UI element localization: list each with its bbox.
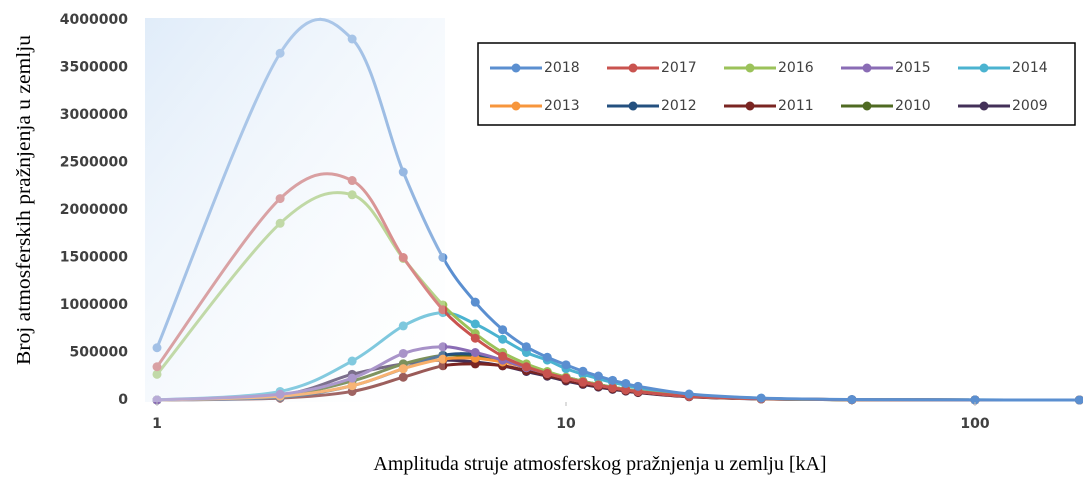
y-tick-label: 500000 <box>70 345 129 361</box>
highlight <box>145 18 445 402</box>
y-tick-label: 1500000 <box>60 250 128 266</box>
point <box>561 360 571 370</box>
point <box>1074 395 1083 405</box>
x-tick-label: 10 <box>556 416 576 432</box>
point <box>608 383 618 393</box>
legend-marker <box>745 63 755 73</box>
point <box>498 351 508 361</box>
point <box>970 395 980 405</box>
legend-items: 2018 2017 2016 2015 2014 2013 2012 2011 2010 2009 <box>490 60 1048 114</box>
point <box>542 352 552 362</box>
x-tick-label: 100 <box>960 416 989 432</box>
point <box>684 389 694 399</box>
y-axis-label: Broj atmosferskih pražnjenja u zemlju <box>13 35 35 365</box>
point <box>621 378 631 388</box>
legend-marker <box>745 101 755 111</box>
y-tick-label: 3500000 <box>60 60 128 76</box>
point <box>521 342 531 352</box>
x-tick-label: 1 <box>152 416 162 432</box>
legend-marker <box>511 101 521 111</box>
legend-marker <box>628 101 638 111</box>
legend-label: 2016 <box>778 60 814 76</box>
legend-label: 2012 <box>661 98 697 114</box>
point <box>593 380 603 390</box>
x-axis-label: Amplituda struje atmosferskog pražnjenja… <box>373 453 826 475</box>
point <box>521 362 531 372</box>
point <box>470 348 480 357</box>
y-tick-label: 4000000 <box>60 12 128 28</box>
y-tick-label: 2500000 <box>60 155 128 171</box>
point <box>593 371 603 381</box>
legend-marker <box>628 63 638 73</box>
legend-label: 2009 <box>1012 98 1048 114</box>
point <box>578 377 588 387</box>
point <box>756 393 766 403</box>
legend-label: 2013 <box>544 98 580 114</box>
point <box>578 366 588 376</box>
point <box>621 385 631 395</box>
y-tick-label: 3000000 <box>60 107 128 123</box>
legend-marker <box>979 63 989 73</box>
y-tick-label: 1000000 <box>60 297 128 313</box>
legend <box>477 42 1076 126</box>
legend-marker <box>511 63 521 73</box>
legend-label: 2014 <box>1012 60 1048 76</box>
point <box>498 334 508 344</box>
legend-label: 2011 <box>778 98 814 114</box>
point <box>470 333 480 343</box>
point <box>633 381 643 391</box>
legend-label: 2018 <box>544 60 580 76</box>
legend-label: 2017 <box>661 60 697 76</box>
point <box>847 395 857 405</box>
point <box>498 325 508 335</box>
y-tick-label: 0 <box>118 392 128 408</box>
point <box>608 375 618 385</box>
point <box>470 319 480 329</box>
point <box>470 297 480 307</box>
point <box>542 368 552 378</box>
legend-marker <box>862 63 872 73</box>
legend-label: 2015 <box>895 60 931 76</box>
legend-marker <box>979 101 989 111</box>
legend-label: 2010 <box>895 98 931 114</box>
legend-marker <box>862 101 872 111</box>
y-tick-label: 2000000 <box>60 202 128 218</box>
point <box>561 373 571 383</box>
